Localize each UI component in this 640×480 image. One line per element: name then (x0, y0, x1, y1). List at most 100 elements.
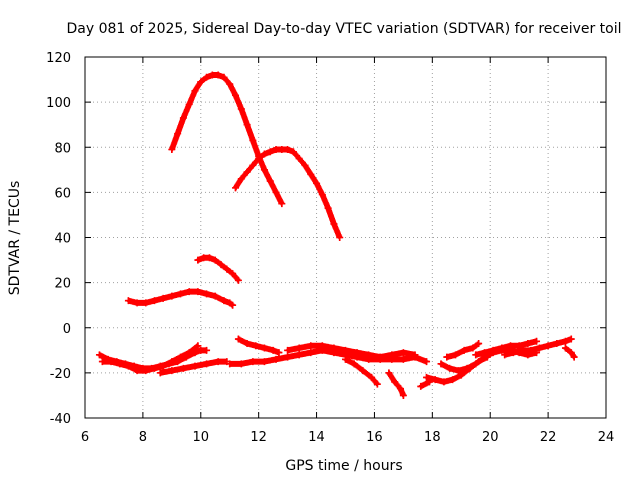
data-point (232, 184, 240, 192)
data-point (396, 385, 404, 393)
data-point (260, 166, 268, 174)
data-point (142, 299, 150, 307)
data-point (353, 349, 361, 357)
data-point (107, 358, 115, 366)
data-point (168, 292, 176, 300)
data-point (142, 367, 150, 375)
data-point (289, 148, 297, 156)
data-point (269, 346, 277, 354)
data-point (260, 150, 268, 158)
data-point (498, 344, 506, 352)
data-point (168, 358, 176, 366)
y-axis-label: SDTVAR / TECUs (7, 181, 23, 296)
data-point (124, 362, 132, 370)
data-point (150, 297, 158, 305)
data-point (313, 179, 321, 187)
data-point (295, 351, 303, 359)
y-tick-label: 40 (54, 232, 71, 247)
x-tick-label: 12 (250, 430, 267, 445)
data-point (567, 349, 575, 357)
data-point (168, 367, 176, 375)
data-point (388, 351, 396, 359)
data-point (544, 342, 552, 350)
data-point (446, 364, 454, 372)
data-point (252, 342, 260, 350)
data-point (284, 146, 292, 154)
data-point (214, 358, 222, 366)
data-point (220, 73, 228, 81)
data-point (232, 91, 240, 99)
data-layer (95, 71, 578, 399)
data-point (535, 344, 543, 352)
data-point (203, 290, 211, 298)
data-point (489, 346, 497, 354)
data-point (234, 276, 242, 284)
data-point (211, 256, 219, 264)
data-point (472, 360, 480, 368)
data-point (203, 360, 211, 368)
data-point (443, 353, 451, 361)
data-point (561, 344, 569, 352)
data-point (156, 369, 164, 377)
data-point (260, 344, 268, 352)
data-point (266, 148, 274, 156)
data-point (191, 362, 199, 370)
data-point (177, 353, 185, 361)
data-point (205, 254, 213, 262)
data-point (330, 220, 338, 228)
data-point (272, 188, 280, 196)
data-point (133, 367, 141, 375)
data-point (249, 161, 257, 169)
data-point (501, 351, 509, 359)
data-point (211, 292, 219, 300)
series-arc-16 (124, 288, 237, 309)
y-tick-label: 60 (54, 186, 71, 201)
data-point (284, 353, 292, 361)
data-point (567, 335, 575, 343)
data-point (237, 360, 245, 368)
data-point (423, 373, 431, 381)
data-point (249, 136, 257, 144)
data-point (133, 299, 141, 307)
data-point (533, 337, 541, 345)
series-low-5 (234, 335, 283, 357)
data-point (194, 288, 202, 296)
data-point (116, 360, 124, 368)
data-point (454, 367, 462, 375)
x-tick-label: 20 (482, 430, 499, 445)
series-low-15 (561, 344, 578, 361)
data-point (194, 256, 202, 264)
data-point (480, 349, 488, 357)
data-point (451, 351, 459, 359)
data-point (295, 155, 303, 163)
data-point (359, 367, 367, 375)
data-point (342, 346, 349, 354)
data-point (95, 351, 103, 359)
data-point (463, 364, 471, 372)
series-low-13 (501, 335, 575, 359)
data-point (570, 353, 578, 361)
data-point (524, 340, 532, 348)
data-point (391, 378, 399, 386)
data-point (301, 161, 309, 169)
x-tick-label: 14 (308, 430, 325, 445)
y-tick-label: -20 (50, 367, 71, 382)
data-point (278, 200, 286, 208)
data-point (449, 376, 457, 384)
data-point (159, 294, 167, 302)
data-point (179, 364, 187, 372)
data-point (324, 204, 332, 212)
series-low-11 (443, 340, 483, 361)
data-point (472, 351, 480, 359)
data-point (226, 80, 234, 88)
data-point (330, 344, 338, 352)
y-tick-label: -40 (50, 412, 71, 427)
data-point (469, 344, 477, 352)
x-tick-label: 16 (366, 430, 383, 445)
data-point (229, 270, 237, 278)
grid-layer (85, 57, 606, 418)
data-point (237, 105, 245, 113)
data-point (272, 355, 280, 363)
series-arc-30 (194, 254, 242, 284)
